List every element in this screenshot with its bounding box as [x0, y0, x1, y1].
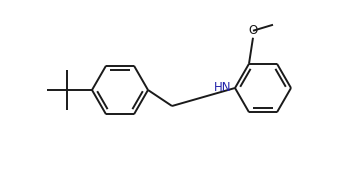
Text: O: O: [248, 24, 258, 37]
Text: HN: HN: [213, 80, 231, 93]
